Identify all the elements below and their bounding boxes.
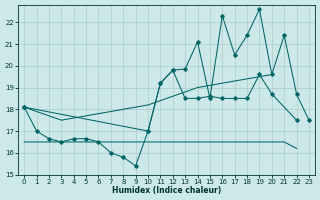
X-axis label: Humidex (Indice chaleur): Humidex (Indice chaleur) (112, 186, 221, 195)
